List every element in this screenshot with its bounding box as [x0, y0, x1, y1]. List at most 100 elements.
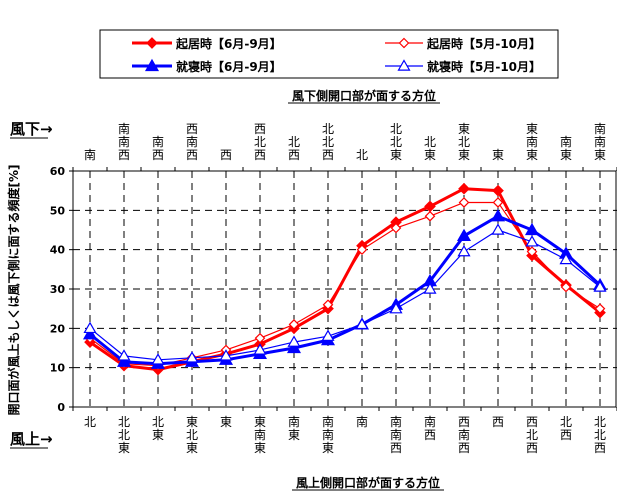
data-point-series-4 — [151, 353, 165, 365]
bottom-category-labels: 北 北北東 北東 東北東 東 東南東 南東 南南東 南 南南西 南西 西南西 西 西北西 北西 北北西 — [84, 414, 606, 455]
series-line-4 — [89, 229, 601, 361]
bottom-category-label-text: 南南西 — [390, 414, 402, 455]
bottom-category-label-text: 北 — [84, 415, 96, 429]
data-point-series-3 — [116, 354, 132, 367]
top-category-label: 南南西 — [118, 121, 130, 162]
y-tick-label: 50 — [50, 204, 66, 217]
data-point-series-3 — [490, 209, 506, 222]
top-category-label: 北北西 — [322, 122, 334, 162]
bottom-category-label: 北 — [84, 415, 96, 429]
bottom-category-label: 東北東 — [186, 415, 198, 455]
legend-label: 就寝時【6月-9月】 — [176, 59, 282, 74]
y-tick-label: 60 — [50, 165, 66, 178]
y-axis-title: 開口面が風上もしくは風下側に面する頻度[%] — [6, 165, 21, 416]
legend-label: 起居時【6月-9月】 — [175, 36, 282, 51]
data-point-series-4 — [389, 301, 403, 314]
leeward-label: 風下→ — [10, 120, 53, 138]
legend-swatch-marker — [397, 59, 411, 71]
bottom-category-label: 南南西 — [390, 414, 402, 455]
bottom-category-label-text: 北北西 — [594, 415, 606, 455]
top-category-labels: 南 南南西 南西 西南西西 西北西 北西 北北西北 北北東 北東 東北東東 東南東 南東 南南東 — [84, 121, 606, 162]
bottom-category-label: 西南西 — [458, 415, 470, 455]
top-category-label: 北北東 — [390, 122, 402, 162]
bottom-axis-title: 風上側開口部が面する方位 — [296, 475, 440, 490]
bottom-category-label-text: 南西 — [424, 414, 436, 442]
top-category-label: 北 — [356, 148, 368, 162]
data-point-series-4 — [117, 349, 131, 361]
bottom-category-label-text: 東南東 — [254, 415, 266, 455]
data-point-series-3 — [82, 327, 98, 340]
top-category-label-text: 西南西 — [186, 122, 198, 162]
legend-label: 就寝時【5月-10月】 — [427, 59, 541, 74]
bottom-category-label-text: 西北西 — [526, 415, 538, 455]
bottom-category-label-text: 南東 — [288, 414, 300, 442]
data-point-series-1 — [458, 182, 470, 195]
data-point-series-2 — [356, 244, 368, 256]
legend-entry-3: 就寝時【6月-9月】 — [132, 58, 282, 74]
data-point-series-4 — [457, 244, 471, 257]
data-point-series-2 — [458, 197, 470, 208]
ticks: 0 10 20 30 40 50 60 — [50, 165, 617, 414]
data-point-series-4 — [83, 321, 97, 334]
legend-swatch-marker — [144, 58, 160, 72]
legend-swatch-marker — [398, 37, 410, 49]
bottom-category-label: 南東 — [288, 414, 300, 442]
data-point-series-3 — [286, 340, 302, 354]
data-point-series-4 — [219, 349, 233, 361]
legend-swatch-marker — [146, 37, 158, 49]
bottom-category-label: 南南東 — [322, 414, 334, 455]
data-point-series-2 — [322, 299, 334, 311]
data-point-series-2 — [424, 210, 436, 222]
legend: 起居時【6月-9月】 起居時【5月-10月】就寝時【6月-9月】 就寝時【5月-10… — [99, 29, 559, 79]
top-category-label-text: 北西 — [288, 135, 300, 162]
bottom-category-label-text: 西 — [492, 415, 504, 429]
data-point-series-2 — [492, 197, 504, 208]
top-category-label: 西北西 — [254, 122, 266, 162]
data-point-series-4 — [559, 252, 573, 265]
bottom-category-label: 東 — [220, 415, 232, 429]
data-point-series-3 — [524, 222, 540, 236]
bottom-category-label-text: 西南西 — [458, 415, 470, 455]
top-category-label-text: 北 — [356, 148, 368, 162]
top-category-label-text: 南南西 — [118, 121, 130, 162]
series-group — [82, 182, 608, 376]
data-point-series-4 — [423, 282, 437, 294]
top-axis-title: 風下側開口部が面する方位 — [292, 88, 436, 103]
top-category-label-text: 南東 — [560, 134, 572, 162]
top-category-label: 南南東 — [594, 121, 606, 162]
top-category-label-text: 南 — [84, 147, 96, 162]
top-category-label-text: 西 — [220, 148, 232, 162]
data-point-series-4 — [491, 223, 505, 235]
legend-box — [99, 29, 559, 79]
data-point-series-3 — [456, 228, 472, 241]
data-point-series-2 — [526, 246, 538, 257]
top-category-label: 南西 — [152, 134, 164, 162]
top-category-label-text: 東 — [492, 148, 504, 162]
bottom-category-label-text: 東 — [220, 415, 232, 429]
data-point-series-2 — [254, 332, 266, 344]
bottom-category-label: 北西 — [560, 415, 572, 442]
legend-entry-4: 就寝時【5月-10月】 — [385, 59, 541, 74]
top-category-label-text: 東北東 — [458, 122, 470, 162]
bottom-category-label: 北北東 — [118, 415, 130, 455]
bottom-category-label-text: 北北東 — [118, 415, 130, 455]
bottom-category-label-text: 北西 — [560, 415, 572, 442]
top-category-label: 東 — [492, 148, 504, 162]
legend-entry-1: 起居時【6月-9月】 — [132, 36, 282, 51]
data-point-series-2 — [288, 319, 300, 330]
bottom-category-label-text: 南 — [356, 414, 368, 429]
top-category-label: 東南東 — [526, 122, 538, 162]
y-tick-label: 10 — [50, 362, 66, 375]
data-point-series-4 — [525, 235, 539, 247]
legend-label: 起居時【5月-10月】 — [426, 36, 541, 51]
y-tick-label: 0 — [57, 401, 65, 414]
top-category-label: 南東 — [560, 134, 572, 162]
bottom-category-label-text: 東北東 — [186, 415, 198, 455]
data-point-series-4 — [593, 280, 607, 292]
data-point-series-4 — [253, 343, 267, 355]
bottom-category-label: 北北西 — [594, 415, 606, 455]
bottom-category-label-text: 南南東 — [322, 414, 334, 455]
top-category-label-text: 北東 — [424, 135, 436, 162]
windward-label: 風上→ — [10, 430, 53, 448]
